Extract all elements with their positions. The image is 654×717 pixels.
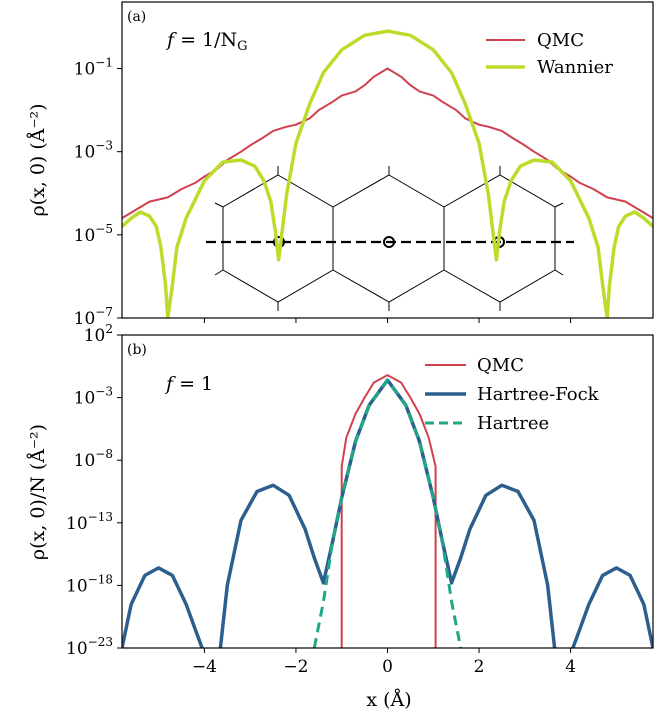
- annotation-b: f = 1: [164, 373, 213, 395]
- xtick-label: −2: [283, 657, 308, 677]
- legend-label-qmc-a: QMC: [537, 30, 584, 51]
- series-line-hartree: [312, 378, 463, 648]
- legend-b: QMC Hartree-Fock Hartree: [425, 355, 600, 434]
- legend-a: QMC Wannier: [486, 30, 613, 78]
- legend-label-qmc-b: QMC: [477, 355, 524, 376]
- ytick-label: 10−8: [74, 447, 113, 471]
- legend-label-hartree-fock: Hartree-Fock: [477, 384, 600, 405]
- panel-label-b: (b): [127, 342, 147, 358]
- xtick-label: −4: [192, 657, 217, 677]
- series-line-hartree-fock-2: [571, 566, 653, 648]
- series-line-wannier: [122, 29, 653, 318]
- ytick-label: 10−3: [74, 385, 113, 409]
- series-line-qmc: [122, 67, 653, 220]
- ytick-label: 10−23: [66, 635, 113, 659]
- ytick-label: 10−18: [66, 572, 113, 596]
- legend-label-hartree: Hartree: [477, 413, 549, 434]
- yticks-a: 10−1 10−3 10−5 10−7: [74, 56, 122, 329]
- panel-b: 102 10−3 10−8 10−13 10−18 10−23 −4 −2 0 2 4 (b) f…: [27, 322, 654, 711]
- site-marker-center: [383, 236, 395, 248]
- ytick-label: 10−1: [74, 56, 113, 80]
- ytick-label: 10−13: [66, 510, 113, 534]
- series-group-a: [122, 29, 653, 318]
- ytick-label: 10−3: [74, 139, 113, 163]
- ytick-label: 10−5: [74, 222, 113, 246]
- annotation-a: f = 1/NG: [165, 29, 248, 54]
- series-line-qmc: [340, 374, 437, 648]
- ylabel-a: ρ(x, 0) (Å⁻²): [27, 103, 49, 216]
- xticks-b: −4 −2 0 2 4: [192, 648, 576, 677]
- hexagonal-lattice: [214, 166, 564, 311]
- series-group-b: [122, 374, 653, 648]
- xticks-a: [203, 318, 572, 323]
- xtick-label: 4: [565, 657, 576, 677]
- series-line-hartree-fock-0: [122, 566, 204, 648]
- ytick-label: 10−7: [74, 305, 113, 329]
- legend-label-wannier: Wannier: [537, 57, 613, 78]
- axes-frame-a: [121, 1, 654, 319]
- hexagon-left: [222, 174, 334, 303]
- yticks-b: 102 10−3 10−8 10−13 10−18 10−23: [66, 322, 122, 659]
- ylabel-b: ρ(x, 0)/N (Å⁻²): [27, 424, 49, 560]
- panel-a: 10−1 10−3 10−5 10−7 (a) f = 1/NG ρ(x, 0) (Å…: [27, 1, 654, 329]
- ytick-label: 102: [84, 322, 113, 346]
- xtick-label: 2: [474, 657, 485, 677]
- panel-label-a: (a): [127, 9, 146, 25]
- hexagon-center: [332, 174, 445, 303]
- axes-frame-b: [121, 334, 654, 649]
- xlabel: x (Å): [366, 689, 411, 711]
- xtick-label: 0: [382, 657, 393, 677]
